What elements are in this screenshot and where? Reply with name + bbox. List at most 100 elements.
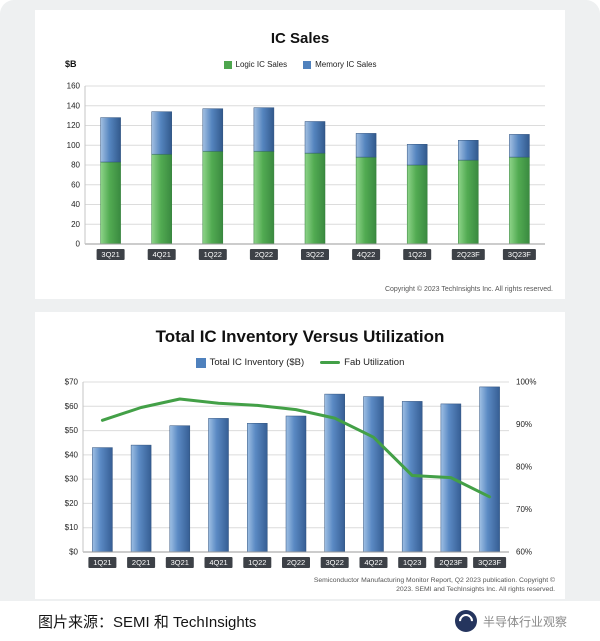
- x-label-box: [403, 249, 432, 260]
- x-tick-label: 2Q23F: [439, 558, 462, 567]
- copyright-note: Copyright © 2023 TechInsights Inc. All r…: [384, 286, 553, 293]
- logic-bar-2Q23F: [458, 159, 479, 245]
- ic-sales-plot: 0 20 40 60 80 100 120 140 160 3Q21 4Q21 1Q22 2Q22 3Q2…: [67, 82, 545, 260]
- memory-bar-4Q21: [151, 111, 172, 155]
- legend-item-memory: Memory IC Sales: [303, 60, 376, 69]
- memory-bar-2Q23F: [458, 140, 479, 161]
- x-tick-label: 3Q22: [306, 250, 324, 259]
- x-tick-label: 4Q22: [357, 250, 375, 259]
- x-label-box: [398, 557, 427, 568]
- x-tick-label: 4Q21: [209, 558, 227, 567]
- left-tick-label: $40: [65, 450, 79, 459]
- left-tick-label: $30: [65, 475, 79, 484]
- x-tick-label: 2Q22: [255, 250, 273, 259]
- x-label-box: [204, 557, 233, 568]
- left-tick-label: $70: [65, 378, 79, 387]
- caption-bar: 图片来源：SEMI 和 TechInsights 半导体行业观察: [0, 601, 600, 641]
- legend-item-inventory: Total IC Inventory ($B): [195, 357, 305, 368]
- legend-item-utilization: Fab Utilization: [320, 357, 404, 368]
- y-tick-label: 40: [71, 200, 80, 209]
- x-label-box: [249, 249, 278, 260]
- logic-bar-3Q23F: [509, 156, 530, 245]
- inventory-bar-4Q21: [208, 418, 229, 553]
- logic-bar-1Q23: [406, 164, 428, 245]
- right-tick-label: 90%: [516, 420, 532, 429]
- legend-label-utilization: Fab Utilization: [344, 357, 405, 368]
- logic-swatch-icon: [223, 60, 232, 69]
- x-tick-label: 1Q23: [403, 558, 421, 567]
- y-tick-label: 100: [67, 141, 81, 150]
- x-label-box: [473, 557, 507, 568]
- x-label-box: [301, 249, 329, 260]
- image-source-caption: 图片来源：SEMI 和 TechInsights: [38, 613, 257, 631]
- inventory-bar-3Q21: [169, 425, 191, 553]
- x-tick-label: 4Q21: [153, 250, 171, 259]
- x-label-box: [502, 249, 536, 260]
- legend-label-memory: Memory IC Sales: [315, 60, 377, 69]
- x-label-box: [352, 249, 381, 260]
- utilization-line-swatch-icon: [320, 361, 341, 364]
- x-label-box: [359, 557, 388, 568]
- memory-bar-3Q23F: [509, 134, 530, 158]
- x-tick-label: 4Q22: [364, 558, 382, 567]
- x-tick-label: 3Q22: [326, 558, 344, 567]
- x-label-box: [96, 249, 125, 260]
- y-tick-label: 60: [71, 180, 80, 189]
- watermark: 半导体行业观察: [454, 610, 567, 632]
- right-tick-label: 60%: [516, 548, 532, 557]
- x-tick-label: 2Q21: [132, 558, 150, 567]
- left-tick-label: $0: [69, 548, 78, 557]
- inventory-title: Total IC Inventory Versus Utilization: [155, 327, 445, 346]
- ic-sales-legend: Logic IC Sales Memory IC Sales: [35, 60, 565, 69]
- y-tick-label: 140: [67, 101, 81, 110]
- x-label-box: [88, 557, 117, 568]
- memory-bar-3Q21: [100, 117, 121, 163]
- left-tick-label: $60: [65, 402, 79, 411]
- legend-label-logic: Logic IC Sales: [235, 60, 288, 69]
- x-label-box: [434, 557, 468, 568]
- y-tick-label: 120: [67, 121, 81, 130]
- legend-label-inventory: Total IC Inventory ($B): [209, 357, 305, 368]
- fab-utilization-line: [100, 397, 492, 499]
- inventory-bar-1Q22: [247, 423, 268, 553]
- inventory-legend: Total IC Inventory ($B) Fab Utilization: [35, 357, 565, 368]
- x-tick-label: 1Q22: [248, 558, 266, 567]
- logic-bar-4Q21: [151, 153, 172, 245]
- x-tick-label: 2Q22: [287, 558, 305, 567]
- watermark-logo-icon: [454, 610, 477, 632]
- legend-item-logic: Logic IC Sales: [223, 60, 288, 69]
- memory-bar-1Q22: [202, 108, 224, 152]
- x-tick-label: 3Q21: [171, 558, 189, 567]
- x-tick-label: 1Q21: [93, 558, 111, 567]
- logic-bar-1Q22: [202, 150, 224, 245]
- memory-bar-2Q22: [253, 107, 275, 152]
- inventory-bar-2Q21: [130, 444, 152, 553]
- watermark-text: 半导体行业观察: [482, 614, 567, 629]
- x-tick-label: 3Q23F: [508, 250, 531, 259]
- x-label-box: [127, 557, 156, 568]
- source-note: Semiconductor Manufacturing Monitor Repo…: [313, 577, 555, 594]
- memory-bar-3Q22: [304, 121, 326, 154]
- x-label-box: [451, 249, 485, 260]
- right-tick-label: 100%: [516, 378, 536, 387]
- inventory-swatch-icon: [195, 357, 206, 368]
- x-label-box: [320, 557, 349, 568]
- x-tick-label: 1Q23: [408, 250, 426, 259]
- logic-bar-4Q22: [355, 156, 377, 245]
- memory-bar-4Q22: [355, 133, 377, 158]
- x-label-box: [282, 557, 310, 568]
- inventory-bar-3Q23F: [479, 386, 500, 553]
- right-tick-label: 70%: [516, 505, 532, 514]
- x-label-box: [165, 557, 194, 568]
- ic-sales-title: IC Sales: [270, 30, 330, 47]
- x-tick-label: 3Q23F: [478, 558, 501, 567]
- inventory-bar-1Q21: [92, 447, 113, 553]
- inventory-utilization-card: Total IC Inventory Versus Utilization To…: [35, 312, 565, 599]
- x-tick-label: 2Q23F: [457, 250, 480, 259]
- x-label-box: [198, 249, 227, 260]
- ic-sales-card: IC Sales Logic IC Sales Memory IC Sales …: [35, 10, 565, 299]
- x-label-box: [243, 557, 272, 568]
- y-tick-label: 80: [71, 161, 80, 170]
- memory-swatch-icon: [303, 60, 312, 69]
